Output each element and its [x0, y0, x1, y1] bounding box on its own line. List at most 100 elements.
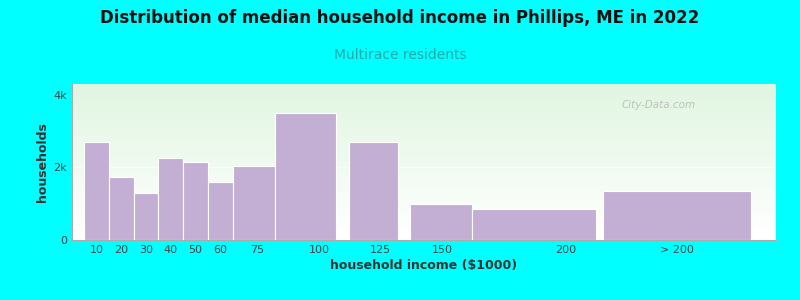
Bar — [72, 230, 776, 231]
Bar — [72, 158, 776, 159]
Bar — [72, 217, 776, 218]
Bar — [72, 119, 776, 120]
Bar — [72, 114, 776, 115]
Bar — [72, 166, 776, 167]
Bar — [72, 162, 776, 163]
Bar — [72, 84, 776, 85]
Bar — [72, 102, 776, 104]
Bar — [72, 87, 776, 88]
Bar — [72, 109, 776, 110]
Bar — [72, 201, 776, 202]
Bar — [72, 112, 776, 114]
Bar — [72, 144, 776, 145]
Bar — [72, 132, 776, 134]
Bar — [72, 222, 776, 223]
Bar — [72, 212, 776, 213]
Bar — [72, 180, 776, 181]
Bar — [72, 171, 776, 172]
Bar — [72, 197, 776, 198]
Bar — [72, 106, 776, 107]
Bar — [72, 157, 776, 158]
Bar — [72, 122, 776, 123]
Y-axis label: households: households — [36, 122, 50, 202]
Bar — [72, 223, 776, 224]
Bar — [72, 227, 776, 228]
Bar — [72, 163, 776, 165]
Bar — [72, 187, 776, 188]
Bar — [72, 235, 776, 236]
Bar — [72, 239, 776, 240]
Bar — [72, 192, 776, 193]
Bar — [72, 183, 776, 184]
Bar — [72, 128, 776, 130]
Bar — [72, 165, 776, 166]
Bar — [233, 166, 274, 240]
Bar — [72, 107, 776, 109]
Bar — [72, 194, 776, 196]
Bar — [274, 113, 336, 240]
Bar — [72, 200, 776, 201]
Bar — [72, 98, 776, 100]
Bar — [72, 190, 776, 192]
Bar — [72, 218, 776, 219]
Bar — [72, 150, 776, 152]
Bar — [72, 110, 776, 111]
Bar — [72, 116, 776, 118]
Bar — [72, 226, 776, 227]
Bar — [72, 141, 776, 142]
Bar — [72, 100, 776, 101]
Bar — [72, 149, 776, 150]
Bar — [72, 179, 776, 180]
Bar — [72, 85, 776, 87]
Bar — [72, 89, 776, 91]
Bar — [72, 214, 776, 215]
Bar — [72, 167, 776, 169]
Bar — [72, 97, 776, 98]
Bar — [72, 126, 776, 127]
Text: Multirace residents: Multirace residents — [334, 48, 466, 62]
Bar — [158, 158, 183, 240]
Bar — [72, 123, 776, 124]
Bar — [72, 196, 776, 197]
Bar — [72, 209, 776, 210]
Bar — [72, 153, 776, 154]
Bar — [72, 228, 776, 230]
Bar — [72, 93, 776, 94]
Bar — [72, 169, 776, 170]
Bar — [72, 88, 776, 89]
Text: City-Data.com: City-Data.com — [621, 100, 695, 110]
Bar — [472, 209, 596, 240]
Bar — [72, 103, 776, 105]
Bar — [72, 206, 776, 208]
Bar — [72, 140, 776, 141]
Bar — [349, 142, 398, 240]
Bar — [410, 204, 472, 240]
Bar — [72, 232, 776, 233]
Bar — [72, 135, 776, 136]
Bar — [72, 178, 776, 179]
Bar — [72, 115, 776, 116]
X-axis label: household income ($1000): household income ($1000) — [330, 259, 518, 272]
Text: Distribution of median household income in Phillips, ME in 2022: Distribution of median household income … — [100, 9, 700, 27]
Bar — [72, 136, 776, 137]
Bar — [72, 137, 776, 139]
Bar — [72, 148, 776, 149]
Bar — [72, 220, 776, 222]
Bar — [72, 159, 776, 161]
Bar — [72, 124, 776, 126]
Bar — [72, 101, 776, 102]
Bar — [72, 188, 776, 189]
Bar — [72, 205, 776, 206]
Bar — [72, 161, 776, 162]
Bar — [72, 224, 776, 226]
Bar — [72, 208, 776, 209]
Bar — [72, 91, 776, 92]
Bar — [72, 120, 776, 122]
Bar — [603, 191, 751, 240]
Bar — [72, 170, 776, 171]
Bar — [72, 193, 776, 194]
Bar — [72, 237, 776, 239]
Bar — [72, 139, 776, 140]
Bar — [72, 184, 776, 185]
Bar — [72, 118, 776, 119]
